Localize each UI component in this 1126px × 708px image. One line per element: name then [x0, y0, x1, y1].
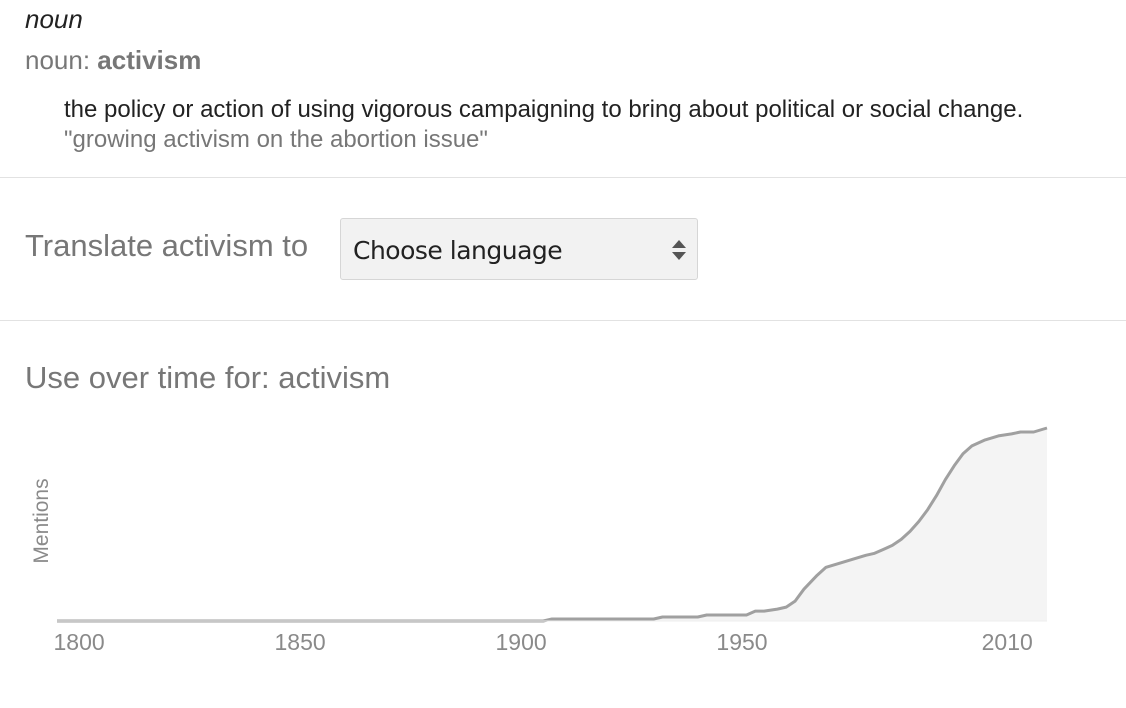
usage-data-point [927, 509, 928, 510]
usage-data-point [552, 619, 553, 620]
noun-headword-line: noun: activism [25, 45, 201, 76]
usage-data-point [706, 615, 707, 616]
usage-data-point [865, 555, 866, 556]
usage-data-point [795, 601, 796, 602]
y-axis-label: Mentions [30, 478, 53, 563]
usage-data-point [755, 611, 756, 612]
usage-data-point [945, 479, 946, 480]
usage-data-point [839, 563, 840, 564]
usage-data-point [936, 495, 937, 496]
usage-chart-title: Use over time for: activism [25, 360, 391, 395]
divider [0, 320, 1126, 321]
usage-series-line [57, 426, 1048, 623]
usage-data-point [653, 619, 654, 620]
usage-data-point [971, 445, 972, 446]
x-tick-label: 2010 [982, 629, 1033, 655]
usage-data-point [1011, 433, 1012, 434]
usage-data-point [817, 575, 818, 576]
usage-data-point [910, 531, 911, 532]
updown-arrows-icon [672, 240, 686, 260]
translate-label: Translate activism to [25, 228, 309, 263]
x-tick-label: 1850 [275, 629, 326, 655]
x-tick-label: 1900 [496, 629, 547, 655]
x-tick-label: 1800 [54, 629, 105, 655]
x-tick-label: 1950 [716, 629, 767, 655]
usage-area-fill [57, 428, 1047, 621]
example-sentence: "growing activism on the abortion issue" [64, 126, 488, 153]
usage-data-point [764, 611, 765, 612]
usage-data-point [852, 559, 853, 560]
language-select[interactable]: Choose language [340, 218, 698, 280]
usage-data-point [985, 439, 986, 440]
usage-data-point [901, 539, 902, 540]
usage-data-point [954, 465, 955, 466]
usage-data-point [746, 615, 747, 616]
usage-chart-svg: 1800 1850 1900 1950 2010 Mentions [30, 426, 1048, 655]
usage-data-point [883, 549, 884, 550]
definition-text: the policy or action of using vigorous c… [64, 96, 1024, 123]
noun-prefix: noun: [25, 45, 98, 75]
usage-data-point [874, 553, 875, 554]
usage-chart: 1800 1850 1900 1950 2010 Mentions [0, 400, 1126, 670]
usage-data-point [963, 453, 964, 454]
part-of-speech-heading: noun [25, 4, 83, 34]
usage-data-point [892, 545, 893, 546]
usage-data-point [697, 617, 698, 618]
usage-data-point [803, 589, 804, 590]
usage-data-point [777, 609, 778, 610]
usage-data-point [1047, 428, 1048, 429]
headword: activism [97, 45, 202, 75]
usage-data-point [918, 521, 919, 522]
usage-data-point [1020, 432, 1021, 433]
usage-data-point [826, 567, 827, 568]
usage-data-point [1033, 432, 1034, 433]
usage-data-point [998, 435, 999, 436]
usage-data-point [662, 617, 663, 618]
language-select-value: Choose language [353, 236, 563, 265]
usage-data-point [786, 607, 787, 608]
divider [0, 177, 1126, 178]
